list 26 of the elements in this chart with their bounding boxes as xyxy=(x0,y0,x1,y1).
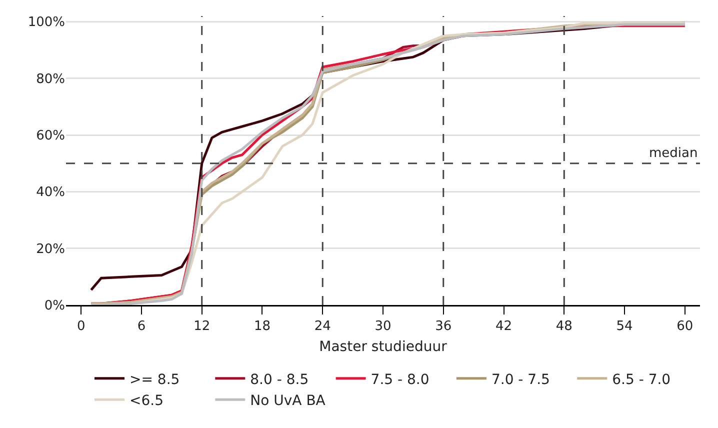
x-tick-label: 0 xyxy=(76,319,86,334)
x-tick-label: 48 xyxy=(556,319,572,334)
x-tick-label: 60 xyxy=(676,319,694,334)
legend-label: 6.5 - 7.0 xyxy=(612,372,671,388)
x-tick-label: 6 xyxy=(137,319,146,334)
x-tick-label: 54 xyxy=(616,319,633,334)
x-tick-label: 24 xyxy=(314,319,331,334)
legend-label: No UvA BA xyxy=(250,393,326,410)
x-tick-label: 18 xyxy=(254,319,271,334)
ref-line-label: median xyxy=(649,146,698,161)
y-tick-label: 100% xyxy=(28,15,65,30)
y-tick-label: 0% xyxy=(44,298,65,314)
y-tick-label: 40% xyxy=(36,185,65,200)
y-tick-label: 80% xyxy=(36,72,65,87)
x-axis-title: Master studieduur xyxy=(319,339,448,356)
legend-label: <6.5 xyxy=(130,393,164,410)
x-tick-label: 36 xyxy=(435,319,452,334)
legend-label: 8.0 - 8.5 xyxy=(250,372,309,388)
x-tick-label: 12 xyxy=(194,319,210,334)
x-tick-label: 30 xyxy=(374,319,392,334)
y-tick-label: 60% xyxy=(36,128,65,144)
legend-label: 7.0 - 7.5 xyxy=(491,372,550,388)
y-tick-label: 20% xyxy=(36,242,65,257)
legend-label: >= 8.5 xyxy=(130,372,180,388)
x-tick-label: 42 xyxy=(495,319,512,334)
legend-label: 7.5 - 8.0 xyxy=(370,372,430,388)
